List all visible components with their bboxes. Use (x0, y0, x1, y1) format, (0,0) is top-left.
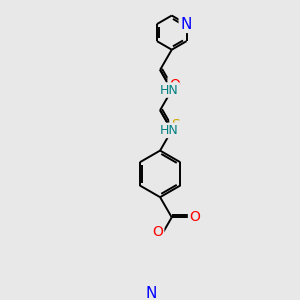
Text: O: O (152, 226, 163, 239)
Text: HN: HN (160, 124, 179, 137)
Text: HN: HN (160, 84, 179, 97)
Text: O: O (169, 78, 180, 92)
Text: O: O (189, 210, 200, 224)
Text: S: S (171, 118, 179, 132)
Text: N: N (180, 16, 191, 32)
Text: N: N (146, 286, 157, 300)
